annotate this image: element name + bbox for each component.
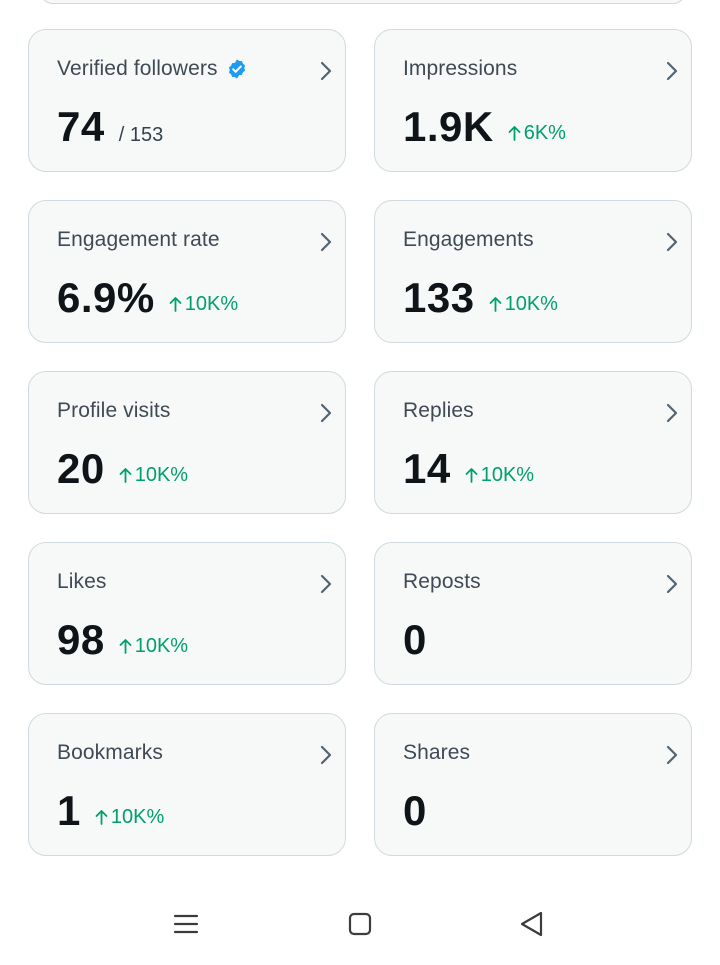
metric-card-verified-followers[interactable]: Verified followers 74 / 153 [28,29,346,172]
metric-trend-value: 10K% [134,463,189,486]
metric-value-row: 0 [403,787,427,835]
chevron-right-icon [320,232,332,252]
metric-label: Bookmarks [57,741,163,764]
metric-label: Reposts [403,570,481,593]
metric-value-row: 6.9% 10K% [57,274,238,322]
arrow-up-icon [508,126,521,141]
chevron-right-icon [320,574,332,594]
metric-label: Impressions [403,57,518,80]
system-navigation-bar [0,895,720,965]
metric-value-row: 20 10K% [57,445,188,493]
metric-label: Verified followers [57,57,218,80]
metric-value-row: 14 10K% [403,445,534,493]
metric-value: 1 [57,787,81,834]
metric-trend-value: 10K% [184,292,239,315]
metric-card-bookmarks[interactable]: Bookmarks 1 10K% [28,713,346,856]
metric-value: 14 [403,445,451,492]
metric-label: Replies [403,399,474,422]
metric-card-profile-visits[interactable]: Profile visits 20 10K% [28,371,346,514]
metric-value-row: 1.9K 6K% [403,103,566,151]
arrow-up-icon [169,297,182,312]
metric-value: 0 [403,616,427,663]
arrow-up-icon [95,810,108,825]
chevron-right-icon [320,745,332,765]
arrow-up-icon [119,639,132,654]
metric-trend-value: 6K% [523,121,566,144]
metric-value-row: 98 10K% [57,616,188,664]
metric-card-likes[interactable]: Likes 98 10K% [28,542,346,685]
chevron-right-icon [666,61,678,81]
chevron-right-icon [666,403,678,423]
metric-label: Engagements [403,228,534,251]
metric-card-replies[interactable]: Replies 14 10K% [374,371,692,514]
metric-card-engagement-rate[interactable]: Engagement rate 6.9% 10K% [28,200,346,343]
metric-value-row: 133 10K% [403,274,558,322]
previous-card-edge [40,0,686,4]
metric-trend: 10K% [119,635,188,658]
chevron-right-icon [320,61,332,81]
metric-trend-value: 10K% [110,805,165,828]
metric-value: 6.9% [57,274,155,321]
metric-value-row: 74 / 153 [57,103,163,151]
metric-trend-value: 10K% [504,292,558,315]
verified-badge-icon [228,59,245,79]
metric-value: 1.9K [403,103,494,150]
metric-trend: 6K% [508,122,566,145]
metric-card-impressions[interactable]: Impressions 1.9K 6K% [374,29,692,172]
metric-label: Likes [57,570,107,593]
metric-value: 98 [57,616,105,663]
metric-value: 20 [57,445,105,492]
menu-icon[interactable] [166,909,206,939]
arrow-up-icon [119,468,132,483]
metric-trend: 10K% [489,293,558,316]
metric-card-engagements[interactable]: Engagements 133 10K% [374,200,692,343]
metric-label: Shares [403,741,471,764]
metric-trend: 10K% [465,464,534,487]
metric-trend: 10K% [119,464,188,487]
metric-label-wrap: Verified followers [57,57,248,81]
metric-value-row: 0 [403,616,427,664]
chevron-right-icon [666,745,678,765]
metric-label: Engagement rate [57,228,220,251]
metric-card-reposts[interactable]: Reposts 0 [374,542,692,685]
metric-trend-value: 10K% [134,634,189,657]
arrow-up-icon [465,468,478,483]
metric-trend: 10K% [95,806,164,829]
metric-total: / 153 [118,124,164,146]
home-icon[interactable] [340,909,380,939]
back-icon[interactable] [512,909,552,939]
metrics-grid: Verified followers 74 / 153 Impressions … [28,29,692,856]
chevron-right-icon [666,574,678,594]
chevron-right-icon [666,232,678,252]
metric-value: 0 [403,787,427,834]
metric-label: Profile visits [57,399,171,422]
metric-value-row: 1 10K% [57,787,164,835]
metric-card-shares[interactable]: Shares 0 [374,713,692,856]
metric-value: 74 [57,103,105,150]
metric-trend-value: 10K% [480,463,535,486]
chevron-right-icon [320,403,332,423]
metric-trend: 10K% [169,293,238,316]
arrow-up-icon [489,297,501,312]
metric-value: 133 [403,274,475,321]
